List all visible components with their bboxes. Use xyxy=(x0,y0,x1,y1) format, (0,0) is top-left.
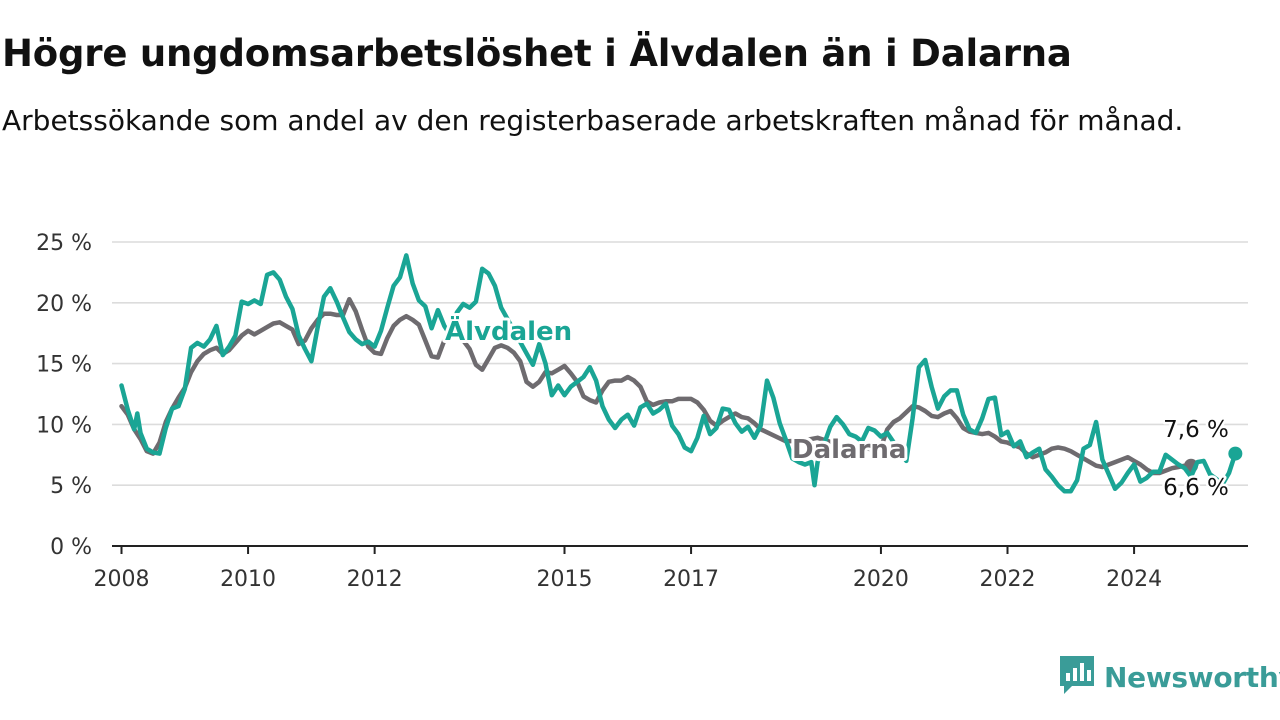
x-tick-label: 2017 xyxy=(663,567,719,592)
chart-subtitle: Arbetssökande som andel av den registerb… xyxy=(2,104,1184,137)
y-tick-label: 10 % xyxy=(36,413,92,438)
x-tick-label: 2024 xyxy=(1106,567,1162,592)
series-line-1 xyxy=(119,253,1238,494)
x-tick-label: 2010 xyxy=(220,567,276,592)
series-line-0 xyxy=(119,296,1194,476)
x-tick-label: 2022 xyxy=(980,567,1036,592)
axis-layer: 0 % 5 % 10 % 15 % 20 % 25 % 2008 2010 2012 2015 20… xyxy=(36,231,1248,592)
series-end-point-1 xyxy=(1228,446,1243,461)
series-name-label-alvdalen: Älvdalen xyxy=(445,315,572,347)
series-end-label-0: 6,6 % xyxy=(1163,475,1229,501)
series-name-label-dalarna: Dalarna xyxy=(792,435,906,465)
y-tick-label: 15 % xyxy=(36,353,92,378)
x-tick-label: 2020 xyxy=(853,567,909,592)
brand-name: Newsworthy xyxy=(1104,661,1280,694)
x-tick-label: 2015 xyxy=(537,567,593,592)
y-tick-label: 5 % xyxy=(50,474,92,499)
x-tick-label: 2008 xyxy=(93,567,149,592)
brand-logo: Newsworthy xyxy=(1058,654,1280,701)
grid-layer xyxy=(112,241,1248,487)
label-layer: Älvdalen Dalarna 6,6 % 7,6 % xyxy=(442,312,1231,504)
y-tick-label: 25 % xyxy=(36,231,92,256)
series-layer xyxy=(119,253,1243,494)
newsworthy-logo-icon xyxy=(1058,654,1096,701)
x-tick-label: 2012 xyxy=(347,567,403,592)
y-tick-label: 20 % xyxy=(36,292,92,317)
series-end-label-1: 7,6 % xyxy=(1163,417,1229,443)
chart-title: Högre ungdomsarbetslöshet i Älvdalen än … xyxy=(2,32,1072,75)
y-tick-label: 0 % xyxy=(50,535,92,560)
